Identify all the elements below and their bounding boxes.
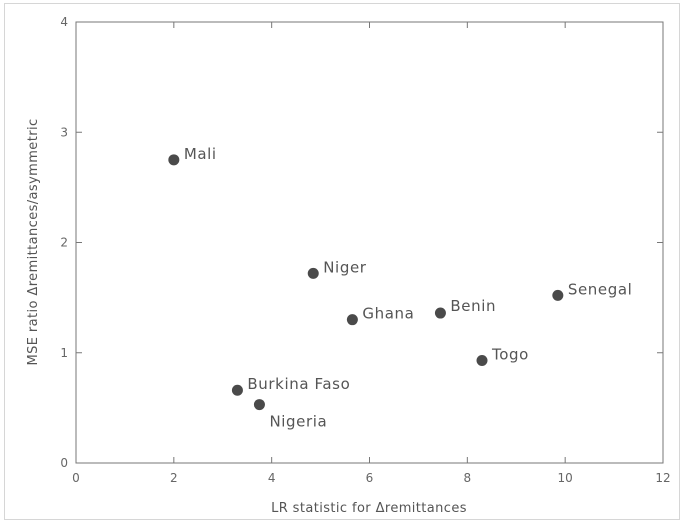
x-axis-label: LR statistic for Δremittances	[271, 501, 467, 516]
data-point	[476, 354, 488, 366]
data-points: Mali Niger Ghana Benin Senegal Togo Burkina Fa…	[168, 145, 632, 431]
point-label: Senegal	[568, 280, 633, 298]
y-axis-label: MSE ratio Δremittances/asymmetric	[26, 118, 41, 365]
y-tick-label: 0	[60, 456, 68, 470]
data-point	[434, 307, 446, 319]
point-label: Mali	[184, 145, 217, 163]
data-point	[552, 289, 564, 301]
x-tick-label: 2	[170, 471, 178, 485]
chart-frame	[4, 3, 680, 520]
x-tick-label: 0	[72, 471, 80, 485]
data-point	[168, 154, 180, 166]
x-tick-label: 4	[268, 471, 276, 485]
y-tick-label: 3	[60, 125, 68, 139]
data-point	[307, 267, 319, 279]
point-label: Togo	[491, 345, 529, 363]
y-axis-ticks: 0 1 2 3 4	[60, 15, 663, 470]
y-tick-label: 4	[60, 15, 68, 29]
y-tick-label: 1	[60, 346, 68, 360]
point-label: Niger	[323, 258, 367, 276]
data-point	[346, 314, 358, 326]
point-label: Benin	[450, 297, 496, 315]
x-tick-label: 6	[366, 471, 374, 485]
data-point	[253, 399, 265, 411]
x-axis-ticks: 0 2 4 6 8 10 12	[72, 22, 671, 485]
point-label: Nigeria	[269, 413, 327, 431]
plot-area	[75, 21, 664, 464]
data-point	[231, 384, 243, 396]
x-tick-label: 8	[464, 471, 472, 485]
y-tick-label: 2	[60, 236, 68, 250]
x-tick-label: 12	[655, 471, 670, 485]
point-label: Ghana	[362, 305, 414, 323]
x-tick-label: 10	[558, 471, 573, 485]
point-label: Burkina Faso	[247, 375, 350, 393]
